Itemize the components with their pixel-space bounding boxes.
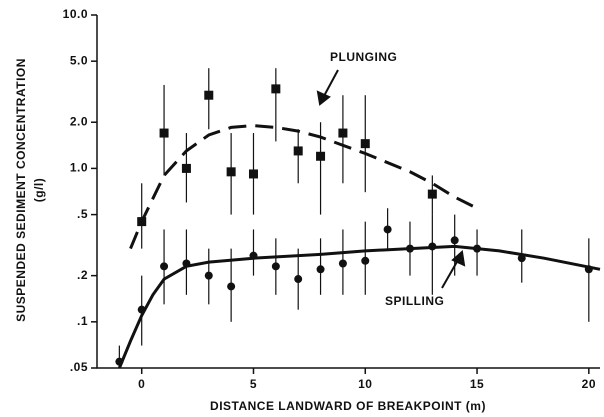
y-axis-label: SUSPENDED SEDIMENT CONCENTRATION xyxy=(14,58,28,322)
annotation-arrow xyxy=(316,69,339,106)
point xyxy=(204,90,214,100)
point xyxy=(294,275,303,284)
y-tick-label: 2.0 xyxy=(70,114,88,128)
point xyxy=(361,256,370,265)
fit-curve xyxy=(118,244,601,369)
point xyxy=(181,163,191,173)
point xyxy=(316,151,326,161)
point xyxy=(248,169,258,179)
point xyxy=(405,244,414,253)
axis-line xyxy=(96,15,600,369)
point xyxy=(473,244,482,253)
point xyxy=(182,259,191,268)
point xyxy=(227,282,236,291)
point xyxy=(204,271,213,280)
annotation: SPILLING xyxy=(385,294,444,308)
point xyxy=(159,128,169,138)
y-tick-label: .1 xyxy=(77,314,88,328)
point xyxy=(137,217,147,227)
y-axis-unit: (g/l) xyxy=(32,178,46,203)
x-tick-label: 0 xyxy=(138,377,145,391)
x-axis-label: DISTANCE LANDWARD OF BREAKPOINT (m) xyxy=(210,399,486,413)
fit-curve xyxy=(129,124,478,250)
x-tick-label: 10 xyxy=(358,377,372,391)
y-tick-label: 1.0 xyxy=(70,161,88,175)
point xyxy=(137,305,146,314)
point xyxy=(427,189,437,199)
x-tick-label: 20 xyxy=(582,377,596,391)
point xyxy=(338,259,347,268)
y-tick-label: .5 xyxy=(77,207,88,221)
point xyxy=(338,128,348,138)
point xyxy=(383,225,392,234)
y-tick-label: 5.0 xyxy=(70,53,88,67)
point xyxy=(271,262,280,271)
annotation-arrow xyxy=(441,250,466,289)
point xyxy=(517,254,526,263)
point xyxy=(428,242,437,251)
point xyxy=(360,139,370,149)
point xyxy=(316,265,325,274)
point xyxy=(271,84,281,94)
y-tick-label: 10.0 xyxy=(63,7,88,21)
point xyxy=(450,236,459,245)
point xyxy=(115,357,124,366)
y-tick-label: .2 xyxy=(77,268,88,282)
point xyxy=(226,167,236,177)
point xyxy=(293,146,303,156)
point xyxy=(584,265,593,274)
point xyxy=(249,251,258,260)
point xyxy=(160,262,169,271)
y-tick-label: .05 xyxy=(70,360,88,374)
annotation: PLUNGING xyxy=(330,50,397,64)
x-tick-label: 5 xyxy=(250,377,257,391)
x-tick-label: 15 xyxy=(470,377,484,391)
